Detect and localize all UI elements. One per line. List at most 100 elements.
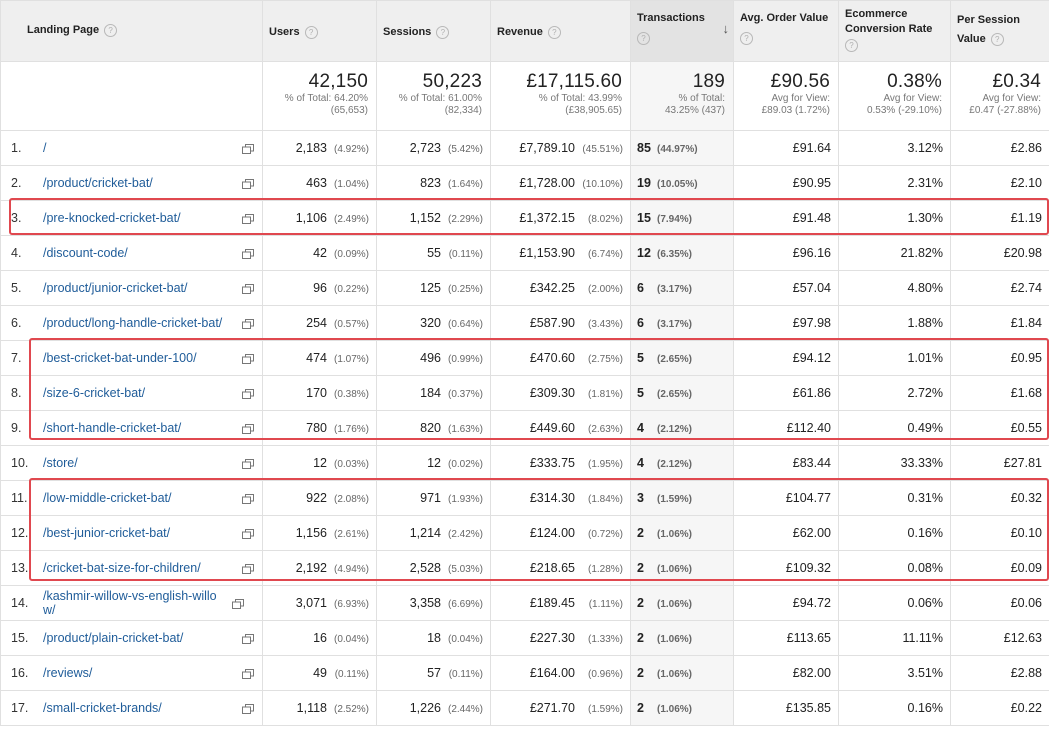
help-icon[interactable]: ? xyxy=(740,32,753,45)
open-in-new-window-icon[interactable] xyxy=(242,353,254,364)
per-session-value-cell: £0.32 xyxy=(950,480,1049,516)
transactions-value: 6 xyxy=(637,281,644,295)
conversion-rate-cell: 2.31% xyxy=(838,165,951,201)
transactions-cell: 12 (6.35%) xyxy=(630,235,734,271)
landing-page-link[interactable]: /low-middle-cricket-bat/ xyxy=(43,491,172,505)
help-icon[interactable]: ? xyxy=(304,25,318,39)
row-rank: 13. xyxy=(11,561,29,575)
landing-page-link[interactable]: /product/long-handle-cricket-bat/ xyxy=(43,316,223,330)
sessions-value: 2,723 xyxy=(409,141,441,155)
conversion-rate: 33.33% xyxy=(900,456,943,470)
header-landing-page[interactable]: Landing Page? xyxy=(0,0,263,62)
landing-page-link[interactable]: /product/plain-cricket-bat/ xyxy=(43,631,184,645)
landing-page-link[interactable]: /size-6-cricket-bat/ xyxy=(43,386,146,400)
row-rank: 4. xyxy=(11,246,22,260)
help-icon[interactable]: ? xyxy=(990,32,1004,46)
open-in-new-window-icon[interactable] xyxy=(242,248,254,259)
header-ecommerce-conversion-rate[interactable]: Ecommerce Conversion Rate? xyxy=(838,0,951,62)
open-in-new-window-icon[interactable] xyxy=(242,178,254,189)
landing-page-cell: 3. /pre-knocked-cricket-bat/ xyxy=(0,200,263,236)
open-in-new-window-icon[interactable] xyxy=(242,703,254,714)
open-in-new-window-icon[interactable] xyxy=(242,213,254,224)
revenue-cell: £309.30 (1.81%) xyxy=(490,375,631,411)
sessions-cell: 320 (0.64%) xyxy=(376,305,491,341)
header-revenue[interactable]: Revenue? xyxy=(490,0,631,62)
landing-page-link[interactable]: / xyxy=(43,141,47,155)
header-label: Users xyxy=(269,26,300,38)
avg-order-value: £96.16 xyxy=(792,246,831,260)
per-session-value: £20.98 xyxy=(1003,246,1042,260)
open-in-new-window-icon[interactable] xyxy=(242,668,254,679)
landing-page-link[interactable]: /kashmir-willow-vs-english-willow/ xyxy=(43,589,217,617)
sessions-value: 18 xyxy=(427,631,441,645)
open-in-new-window-icon[interactable] xyxy=(242,318,254,329)
help-icon[interactable]: ? xyxy=(547,25,561,39)
help-icon[interactable]: ? xyxy=(436,25,450,39)
sessions-value: 496 xyxy=(420,351,441,365)
sort-descending-icon[interactable]: ↓ xyxy=(722,21,730,36)
help-icon[interactable]: ? xyxy=(637,32,650,45)
landing-page-link[interactable]: /product/junior-cricket-bat/ xyxy=(43,281,188,295)
open-in-new-window-icon[interactable] xyxy=(242,528,254,539)
transactions-cell: 6 (3.17%) xyxy=(630,270,734,306)
revenue-percent: (8.02%) xyxy=(587,214,623,225)
table-row: 15./product/plain-cricket-bat/16 (0.04%) 1… xyxy=(0,620,1049,656)
total-sub: Avg for View: xyxy=(771,93,830,104)
help-icon[interactable]: ? xyxy=(104,23,118,37)
avg-order-value: £109.32 xyxy=(785,561,831,575)
total-users: 42,150% of Total: 64.20% (65,653) xyxy=(262,61,377,131)
help-icon[interactable]: ? xyxy=(845,39,858,52)
total-per-session-value: £0.34 Avg for View: £0.47 (-27.88%) xyxy=(950,61,1049,131)
total-transactions: 189% of Total: 43.25% (437) xyxy=(630,61,734,131)
sessions-value: 1,152 xyxy=(409,211,441,225)
open-in-new-window-icon[interactable] xyxy=(242,283,254,294)
sessions-cell: 1,226 (2.44%) xyxy=(376,690,491,726)
header-label: Ecommerce Conversion Rate xyxy=(845,8,933,35)
landing-page-link[interactable]: /discount-code/ xyxy=(43,246,128,260)
users-percent: (0.09%) xyxy=(333,249,369,260)
revenue-percent: (6.74%) xyxy=(587,249,623,260)
landing-page-link[interactable]: /small-cricket-brands/ xyxy=(43,701,162,715)
landing-page-link[interactable]: /short-handle-cricket-bat/ xyxy=(43,421,182,435)
landing-page-link[interactable]: /best-cricket-bat-under-100/ xyxy=(43,351,197,365)
avg-order-value: £112.40 xyxy=(786,421,831,435)
conversion-rate-cell: 1.88% xyxy=(838,305,951,341)
open-in-new-window-icon[interactable] xyxy=(232,598,244,609)
landing-page-link[interactable]: /cricket-bat-size-for-children/ xyxy=(43,561,201,575)
header-users[interactable]: Users? xyxy=(262,0,377,62)
sessions-cell: 18 (0.04%) xyxy=(376,620,491,656)
header-avg-order-value[interactable]: Avg. Order Value? xyxy=(733,0,839,62)
open-in-new-window-icon[interactable] xyxy=(242,423,254,434)
open-in-new-window-icon[interactable] xyxy=(242,458,254,469)
open-in-new-window-icon[interactable] xyxy=(242,563,254,574)
transactions-value: 2 xyxy=(637,666,644,680)
revenue-cell: £1,153.90 (6.74%) xyxy=(490,235,631,271)
table-row: 9. /short-handle-cricket-bat/780 (1.76%) 82… xyxy=(0,410,1049,446)
users-cell: 96 (0.22%) xyxy=(262,270,377,306)
open-in-new-window-icon[interactable] xyxy=(242,633,254,644)
landing-page-link[interactable]: /pre-knocked-cricket-bat/ xyxy=(43,211,181,225)
sessions-percent: (2.44%) xyxy=(447,704,483,715)
header-transactions[interactable]: Transactions? ↓ xyxy=(630,0,734,62)
users-percent: (0.22%) xyxy=(333,284,369,295)
sessions-percent: (5.03%) xyxy=(447,564,483,575)
header-per-session-value[interactable]: Per Session Value? xyxy=(950,0,1049,62)
transactions-value: 5 xyxy=(637,351,644,365)
total-sub: £89.03 (1.72%) xyxy=(761,105,830,116)
landing-page-link[interactable]: /store/ xyxy=(43,456,78,470)
users-cell: 780 (1.76%) xyxy=(262,410,377,446)
revenue-value: £164.00 xyxy=(529,666,575,680)
landing-page-link[interactable]: /best-junior-cricket-bat/ xyxy=(43,526,171,540)
landing-page-link[interactable]: /reviews/ xyxy=(43,666,93,680)
open-in-new-window-icon[interactable] xyxy=(242,493,254,504)
avg-order-value-cell: £91.48 xyxy=(733,200,839,236)
sessions-value: 55 xyxy=(427,246,441,260)
transactions-percent: (3.17%) xyxy=(657,284,693,295)
sessions-percent: (0.11%) xyxy=(448,249,483,260)
sessions-value: 125 xyxy=(420,281,441,295)
open-in-new-window-icon[interactable] xyxy=(242,388,254,399)
landing-page-link[interactable]: /product/cricket-bat/ xyxy=(43,176,153,190)
header-sessions[interactable]: Sessions? xyxy=(376,0,491,62)
open-in-new-window-icon[interactable] xyxy=(242,143,254,154)
